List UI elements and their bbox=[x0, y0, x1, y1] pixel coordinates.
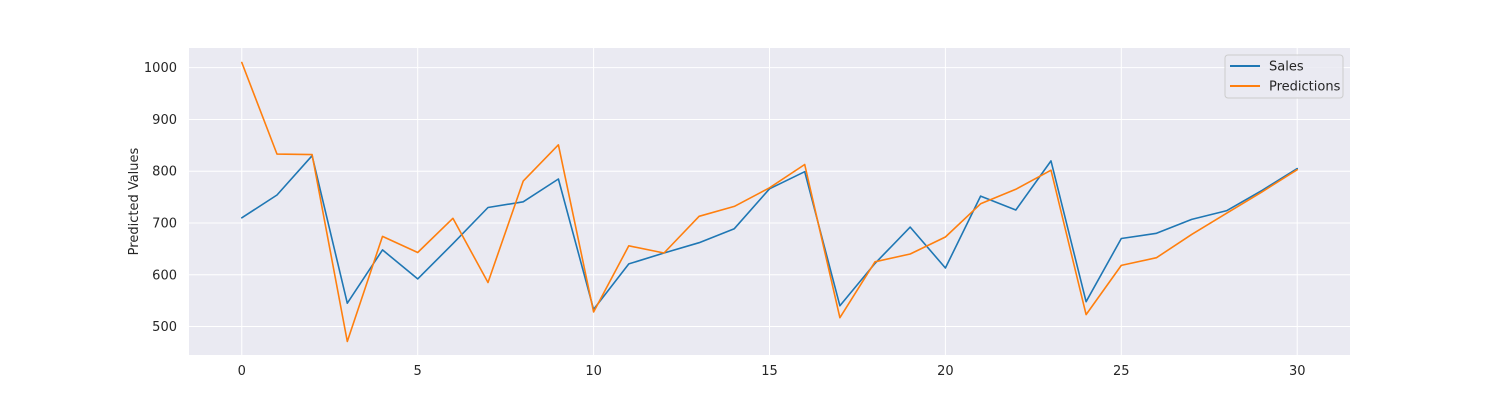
tick-labels: 0 5 10 15 20 25 30 500 600 700 800 900 1000 bbox=[144, 61, 1306, 379]
x-tick-label: 25 bbox=[1113, 364, 1130, 379]
series-line-sales bbox=[241, 154, 1298, 311]
grid-lines bbox=[189, 48, 1350, 355]
legend-label-sales: Sales bbox=[1269, 60, 1304, 75]
y-tick-label: 1000 bbox=[144, 61, 177, 76]
y-tick-label: 500 bbox=[152, 320, 177, 335]
y-tick-label: 900 bbox=[152, 113, 177, 128]
x-tick-label: 15 bbox=[761, 364, 778, 379]
series-lines bbox=[241, 61, 1298, 343]
series-line-predictions bbox=[241, 61, 1298, 343]
x-tick-label: 10 bbox=[585, 364, 602, 379]
legend: Sales Predictions bbox=[1224, 54, 1344, 99]
legend-label-predictions: Predictions bbox=[1269, 80, 1341, 95]
x-tick-label: 5 bbox=[414, 364, 422, 379]
y-tick-label: 800 bbox=[152, 165, 177, 180]
x-tick-label: 30 bbox=[1289, 364, 1306, 379]
y-tick-label: 700 bbox=[152, 216, 177, 231]
y-tick-label: 600 bbox=[152, 268, 177, 283]
y-axis-label: Predicted Values bbox=[127, 147, 142, 255]
x-tick-label: 20 bbox=[937, 364, 954, 379]
x-tick-label: 0 bbox=[238, 364, 246, 379]
